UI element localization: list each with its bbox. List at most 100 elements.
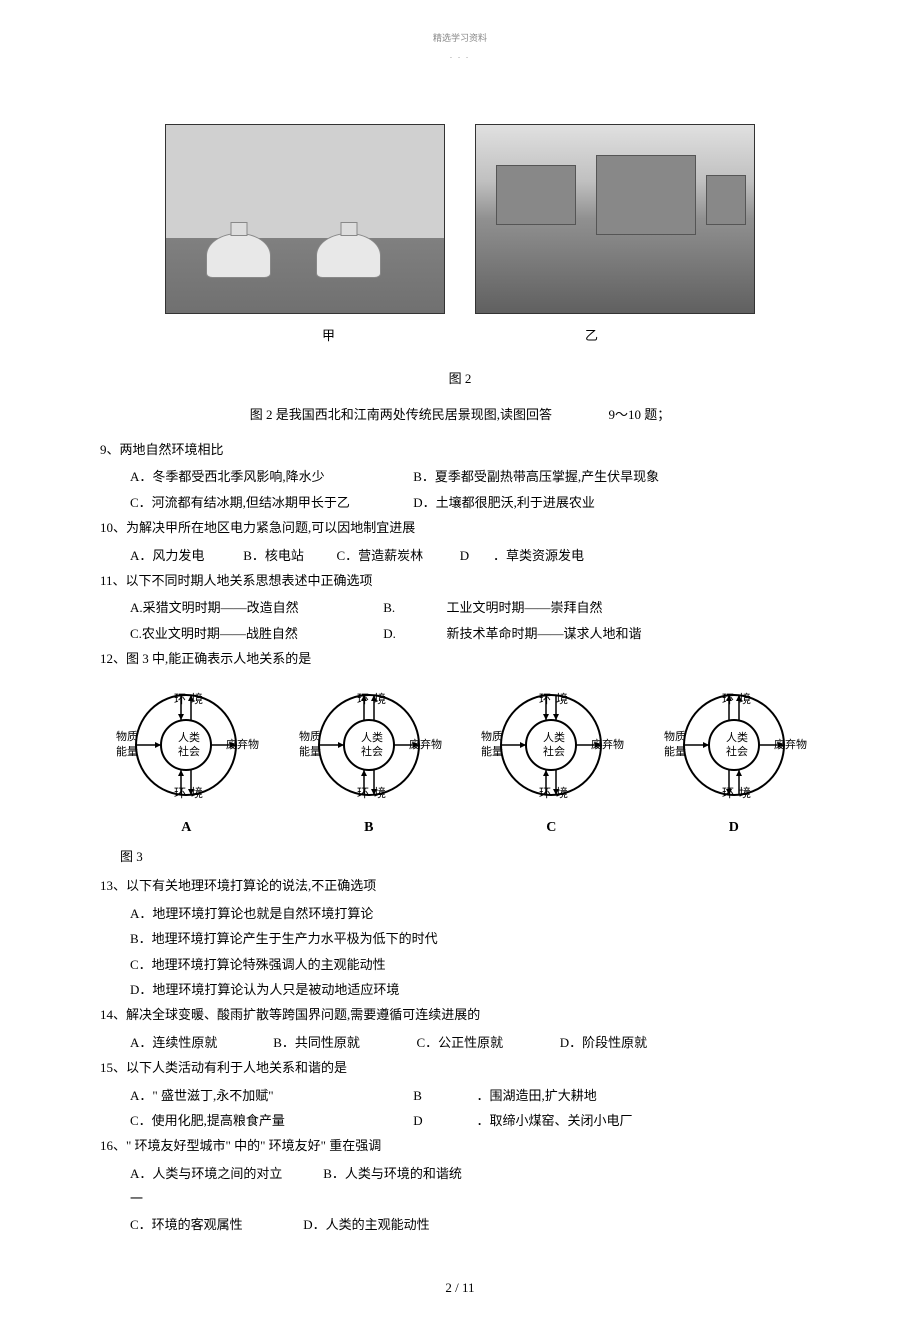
q13-b: B．地理环境打算论产生于生产力水平极为低下的时代 (100, 927, 820, 950)
q16-row1: A．人类与环境之间的对立 B．人类与环境的和谐统 (100, 1162, 820, 1185)
q10-row: A．风力发电 B．核电站 C．营造薪炭林 D ．草类资源发电 (100, 544, 820, 567)
q9-row2: C．河流都有结冰期,但结冰期甲长于乙 D．土壤都很肥沃,利于进展农业 (100, 491, 820, 514)
diagram-c-label: C (469, 815, 634, 840)
diagram-a: 环境 环境 人类社会 物质能量 废弃物 A (104, 685, 269, 840)
svg-text:物质: 物质 (664, 729, 686, 743)
q11-d-label: D. (383, 622, 443, 645)
svg-text:境: 境 (374, 691, 386, 706)
svg-text:环: 环 (539, 692, 551, 706)
image-right (475, 124, 755, 314)
image-right-label: 乙 (585, 324, 598, 347)
image-labels: 甲 乙 (100, 324, 820, 347)
q13-c: C．地理环境打算论特殊强调人的主观能动性 (100, 953, 820, 976)
image-left-label: 甲 (322, 324, 335, 347)
q15-stem: 15、以下人类活动有利于人地关系和谐的是 (100, 1056, 820, 1079)
diagram-a-label: A (104, 815, 269, 840)
svg-text:人类: 人类 (361, 730, 383, 744)
q9-d: D．土壤都很肥沃,利于进展农业 (413, 491, 595, 514)
q15-b-text: ．围湖造田,扩大耕地 (477, 1084, 597, 1107)
q11-b-text: 工业文明时期——崇拜自然 (447, 596, 603, 619)
q10-a: A．风力发电 (130, 544, 240, 567)
header-title: 精选学习资料 (100, 30, 820, 46)
svg-text:人类: 人类 (543, 730, 565, 744)
svg-text:境: 境 (556, 785, 568, 800)
q15-b-label: B (413, 1084, 473, 1107)
diagram-b-label: B (286, 815, 451, 840)
svg-text:社会: 社会 (361, 744, 383, 758)
q11-b-label: B. (383, 596, 443, 619)
svg-text:人类: 人类 (178, 730, 200, 744)
q10-d-text: ．草类资源发电 (493, 544, 584, 567)
q16-stem: 16、" 环境友好型城市" 中的" 环境友好" 重在强调 (100, 1134, 820, 1157)
diagram-row: 环境 环境 人类社会 物质能量 废弃物 A 环境 环境 人类社会 物质能量 废弃… (100, 685, 820, 840)
q11-row2: C.农业文明时期——战胜自然 D. 新技术革命时期——谋求人地和谐 (100, 622, 820, 645)
fig3-label: 图 3 (100, 845, 820, 868)
svg-text:能量: 能量 (664, 744, 686, 758)
images-row (100, 124, 820, 314)
image-left-wrapper (165, 124, 445, 314)
header-dots: - - - (100, 51, 820, 64)
svg-text:环: 环 (539, 786, 551, 800)
svg-text:社会: 社会 (726, 744, 748, 758)
image-left (165, 124, 445, 314)
svg-text:境: 境 (739, 691, 751, 706)
q14-b: B．共同性原就 (273, 1031, 413, 1054)
q10-d-label: D (460, 544, 490, 567)
svg-text:物质: 物质 (116, 729, 138, 743)
q15-a: A．" 盛世滋丁,永不加赋" (130, 1084, 410, 1107)
svg-text:社会: 社会 (178, 744, 200, 758)
q10-c: C．营造薪炭林 (337, 544, 457, 567)
svg-text:物质: 物质 (299, 729, 321, 743)
q13-d: D．地理环境打算论认为人只是被动地适应环境 (100, 978, 820, 1001)
diagram-c: 环境 环境 人类社会 物质能量 废弃物 C (469, 685, 634, 840)
diagram-d: 环境 环境 人类社会 物质能量 废弃物 D (651, 685, 816, 840)
svg-text:能量: 能量 (116, 744, 138, 758)
svg-text:社会: 社会 (543, 744, 565, 758)
svg-text:环: 环 (357, 786, 369, 800)
q15-row2: C．使用化肥,提高粮食产量 D ．取缔小煤窑、关闭小电厂 (100, 1109, 820, 1132)
fig2-caption: 图 2 (100, 367, 820, 390)
q15-c: C．使用化肥,提高粮食产量 (130, 1109, 410, 1132)
q9-stem: 9、两地自然环境相比 (100, 438, 820, 461)
q13-a: A．地理环境打算论也就是自然环境打算论 (100, 902, 820, 925)
q16-row2: C．环境的客观属性 D．人类的主观能动性 (100, 1213, 820, 1236)
svg-text:环: 环 (174, 692, 186, 706)
q16-d: D．人类的主观能动性 (303, 1213, 429, 1236)
q9-b: B．夏季都受副热带高压掌握,产生伏旱现象 (413, 465, 659, 488)
q14-row: A．连续性原就 B．共同性原就 C．公正性原就 D．阶段性原就 (100, 1031, 820, 1054)
page-number: 2 / 11 (100, 1276, 820, 1299)
q11-row1: A.采猎文明时期——改造自然 B. 工业文明时期——崇拜自然 (100, 596, 820, 619)
svg-text:环: 环 (174, 786, 186, 800)
q15-row1: A．" 盛世滋丁,永不加赋" B ．围湖造田,扩大耕地 (100, 1084, 820, 1107)
diagram-d-label: D (651, 815, 816, 840)
q9-c: C．河流都有结冰期,但结冰期甲长于乙 (130, 491, 410, 514)
q16-c: C．环境的客观属性 (130, 1213, 300, 1236)
q16-b-cont: 一 (100, 1187, 820, 1210)
q14-a: A．连续性原就 (130, 1031, 270, 1054)
image-right-wrapper (475, 124, 755, 314)
q16-a: A．人类与环境之间的对立 (130, 1162, 320, 1185)
q14-c: C．公正性原就 (417, 1031, 557, 1054)
q10-b: B．核电站 (243, 544, 333, 567)
q13-stem: 13、以下有关地理环境打算论的说法,不正确选项 (100, 874, 820, 897)
q16-b: B．人类与环境的和谐统 (323, 1162, 462, 1185)
fig2-intro: 图 2 是我国西北和江南两处传统民居景现图,读图回答 9～10 题； (100, 403, 820, 426)
svg-text:人类: 人类 (726, 730, 748, 744)
q11-stem: 11、以下不同时期人地关系思想表述中正确选项 (100, 569, 820, 592)
q12-stem: 12、图 3 中,能正确表示人地关系的是 (100, 647, 820, 670)
q11-d-text: 新技术革命时期——谋求人地和谐 (447, 622, 642, 645)
q15-d-text: ．取缔小煤窑、关闭小电厂 (477, 1109, 633, 1132)
q11-c: C.农业文明时期——战胜自然 (130, 622, 380, 645)
svg-text:境: 境 (739, 785, 751, 800)
svg-text:能量: 能量 (481, 744, 503, 758)
svg-text:境: 境 (374, 785, 386, 800)
svg-text:境: 境 (556, 691, 568, 706)
q9-row1: A．冬季都受西北季风影响,降水少 B．夏季都受副热带高压掌握,产生伏旱现象 (100, 465, 820, 488)
q15-d-label: D (413, 1109, 473, 1132)
q14-d: D．阶段性原就 (560, 1031, 647, 1054)
svg-text:能量: 能量 (299, 744, 321, 758)
q9-a: A．冬季都受西北季风影响,降水少 (130, 465, 410, 488)
svg-text:物质: 物质 (481, 729, 503, 743)
svg-text:境: 境 (191, 691, 203, 706)
diagram-b: 环境 环境 人类社会 物质能量 废弃物 B (286, 685, 451, 840)
